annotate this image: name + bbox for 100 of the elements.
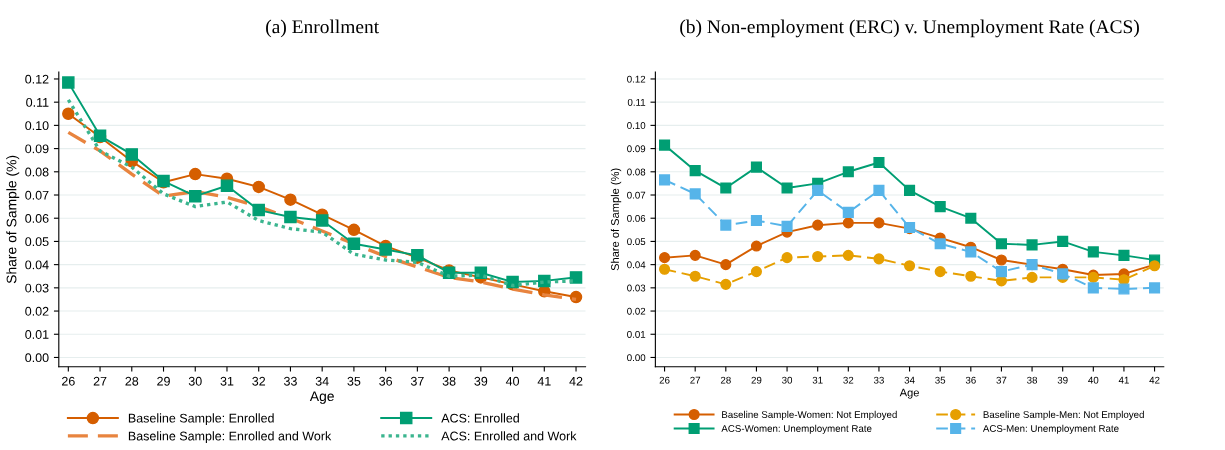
point — [1087, 246, 1099, 258]
x-axis-title: Age — [899, 388, 919, 399]
point — [1118, 283, 1130, 295]
y-tick-label: 0.10 — [25, 121, 49, 131]
point — [284, 210, 297, 224]
y-tick-label: 0.05 — [627, 238, 646, 246]
x-tick-label: 40 — [505, 376, 520, 386]
x-tick-label: 29 — [751, 376, 762, 384]
point — [315, 214, 329, 227]
point — [347, 223, 361, 237]
x-tick-label: 40 — [1088, 376, 1099, 384]
point — [812, 219, 824, 231]
y-tick-label: 0.01 — [25, 330, 49, 339]
point — [689, 188, 701, 200]
x-tick-label: 33 — [283, 376, 297, 386]
point — [1026, 239, 1038, 251]
point — [904, 260, 916, 272]
y-tick-label: 0.05 — [25, 237, 49, 247]
x-tick-label: 26 — [659, 376, 670, 384]
y-axis-title: Share of Sample (%) — [610, 168, 622, 271]
x-tick-label: 27 — [93, 376, 107, 386]
point — [188, 167, 202, 181]
y-tick-label: 0.07 — [627, 191, 646, 199]
x-tick-label: 32 — [843, 376, 854, 384]
point — [720, 219, 732, 231]
point — [659, 263, 671, 275]
point — [842, 249, 854, 261]
legend-label: ACS-Men: Unemployment Rate — [982, 424, 1119, 434]
point — [1118, 249, 1130, 261]
x-tick-label: 27 — [690, 376, 701, 384]
point — [1087, 282, 1099, 294]
point — [965, 212, 977, 224]
point — [842, 166, 854, 178]
point — [252, 180, 265, 194]
x-tick-label: 41 — [537, 376, 551, 386]
y-tick-label: 0.11 — [627, 98, 646, 106]
point — [125, 148, 139, 161]
point — [62, 76, 75, 89]
y-tick-label: 0.04 — [25, 260, 49, 270]
point — [252, 203, 265, 217]
point — [965, 270, 977, 282]
point — [379, 243, 392, 256]
x-tick-label: 35 — [347, 376, 361, 386]
legend-label: Baseline Sample-Men: Not Employed — [983, 410, 1144, 420]
point — [720, 259, 732, 271]
point — [995, 238, 1007, 250]
x-tick-label: 30 — [782, 376, 793, 384]
y-tick-label: 0.00 — [627, 354, 646, 362]
x-tick-label: 29 — [157, 376, 170, 386]
point — [62, 107, 75, 121]
y-tick-label: 0.00 — [25, 353, 49, 363]
x-tick-label: 37 — [996, 376, 1007, 384]
y-tick-label: 0.12 — [627, 75, 646, 83]
x-tick-label: 30 — [188, 376, 202, 386]
x-tick-label: 42 — [569, 376, 583, 386]
x-tick-label: 34 — [315, 376, 329, 386]
y-tick-label: 0.10 — [627, 122, 646, 129]
x-tick-label: 34 — [904, 376, 915, 384]
x-tick-label: 33 — [873, 376, 884, 384]
point — [569, 271, 583, 284]
point — [934, 201, 946, 213]
x-tick-label: 28 — [720, 376, 731, 384]
point — [659, 139, 671, 151]
x-tick-label: 38 — [1027, 376, 1038, 384]
x-tick-label: 37 — [410, 376, 424, 386]
legend-label: Baseline Sample-Women: Not Employed — [722, 410, 897, 420]
point — [842, 206, 854, 218]
point — [812, 250, 824, 263]
point — [873, 184, 885, 196]
point — [347, 237, 361, 250]
x-tick-label: 39 — [1057, 376, 1068, 384]
point — [1149, 282, 1161, 294]
y-tick-label: 0.08 — [25, 167, 49, 177]
y-axis-title: Share of Sample (%) — [6, 155, 20, 284]
point — [873, 217, 885, 229]
point — [750, 214, 762, 227]
point — [781, 220, 793, 232]
y-tick-label: 0.12 — [25, 74, 49, 84]
point — [220, 179, 234, 192]
legend-label: Baseline Sample: Enrolled and Work — [128, 431, 332, 443]
x-tick-label: 39 — [474, 376, 488, 386]
x-tick-label: 36 — [379, 376, 393, 386]
legend-label: Baseline Sample: Enrolled — [128, 413, 274, 426]
y-tick-label: 0.02 — [25, 306, 49, 316]
y-tick-label: 0.03 — [627, 284, 646, 292]
point — [934, 238, 946, 250]
chart-title: (a) Enrollment — [266, 19, 380, 38]
point — [659, 174, 671, 186]
x-tick-label: 31 — [812, 376, 823, 384]
point — [284, 193, 297, 206]
legend-label: ACS-Women: Unemployment Rate — [721, 424, 872, 434]
point — [689, 270, 701, 282]
point — [965, 246, 977, 258]
point — [873, 156, 885, 169]
point — [873, 253, 885, 265]
point — [689, 165, 701, 177]
x-tick-label: 42 — [1149, 376, 1160, 384]
point — [720, 278, 732, 290]
point — [904, 184, 916, 196]
x-tick-label: 38 — [442, 376, 456, 386]
